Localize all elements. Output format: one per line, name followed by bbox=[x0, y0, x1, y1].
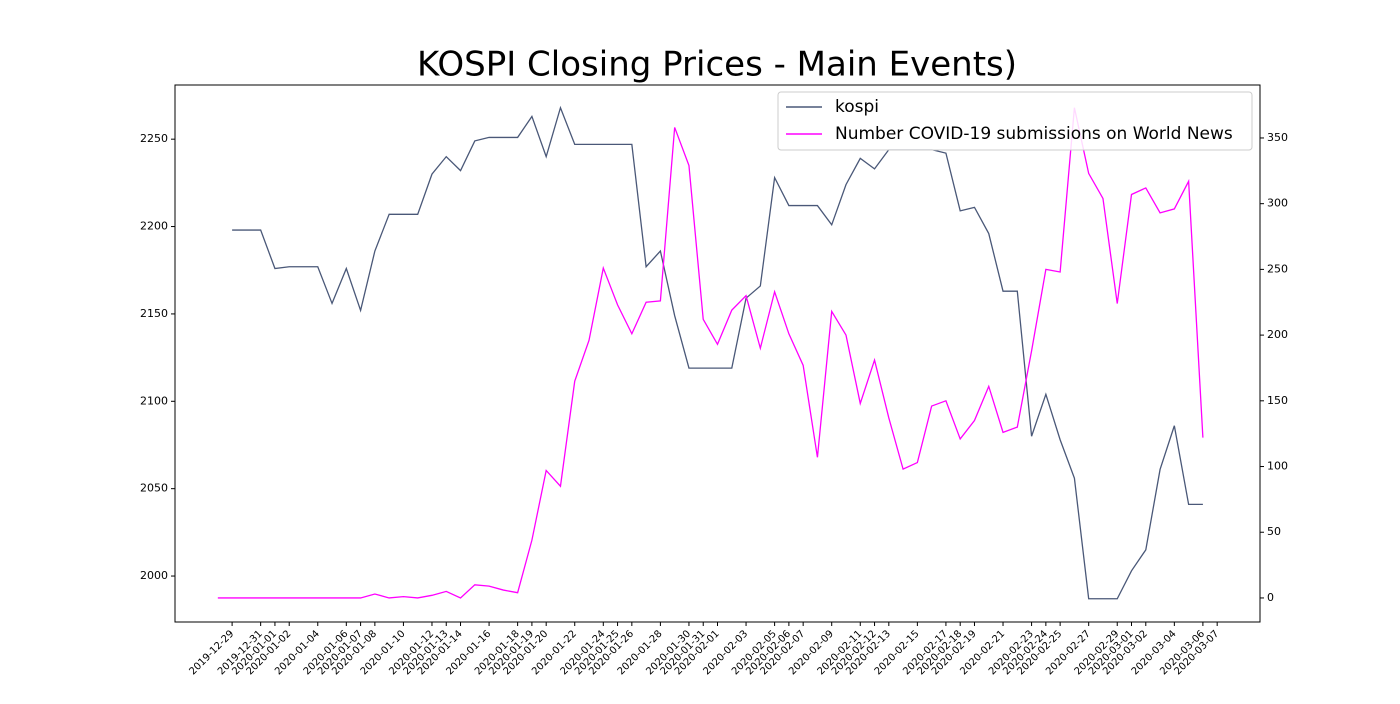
y2-tick-label: 300 bbox=[1267, 197, 1288, 210]
y-tick-label: 2100 bbox=[140, 394, 168, 407]
y2-tick-label: 0 bbox=[1267, 591, 1274, 604]
y-tick-label: 2200 bbox=[140, 220, 168, 233]
y2-tick-label: 350 bbox=[1267, 131, 1288, 144]
series-line bbox=[232, 105, 1203, 600]
y2-tick-label: 100 bbox=[1267, 460, 1288, 473]
y2-tick-label: 250 bbox=[1267, 262, 1288, 275]
y2-tick-label: 50 bbox=[1267, 525, 1281, 538]
y2-tick-label: 200 bbox=[1267, 328, 1288, 341]
plot-frame bbox=[174, 84, 1261, 623]
series-line bbox=[217, 107, 1204, 599]
legend: kospi Number COVID-19 submissions on Worl… bbox=[777, 91, 1253, 151]
legend-label: kospi bbox=[835, 97, 879, 117]
legend-label: Number COVID-19 submissions on World New… bbox=[835, 124, 1233, 144]
y-tick-label: 2250 bbox=[140, 132, 168, 145]
legend-box bbox=[777, 91, 1253, 151]
chart-title: KOSPI Closing Prices - Main Events) bbox=[417, 45, 1017, 85]
y-tick-label: 2000 bbox=[140, 569, 168, 582]
y-tick-label: 2150 bbox=[140, 307, 168, 320]
y2-tick-label: 150 bbox=[1267, 394, 1288, 407]
y-tick-label: 2050 bbox=[140, 482, 168, 495]
